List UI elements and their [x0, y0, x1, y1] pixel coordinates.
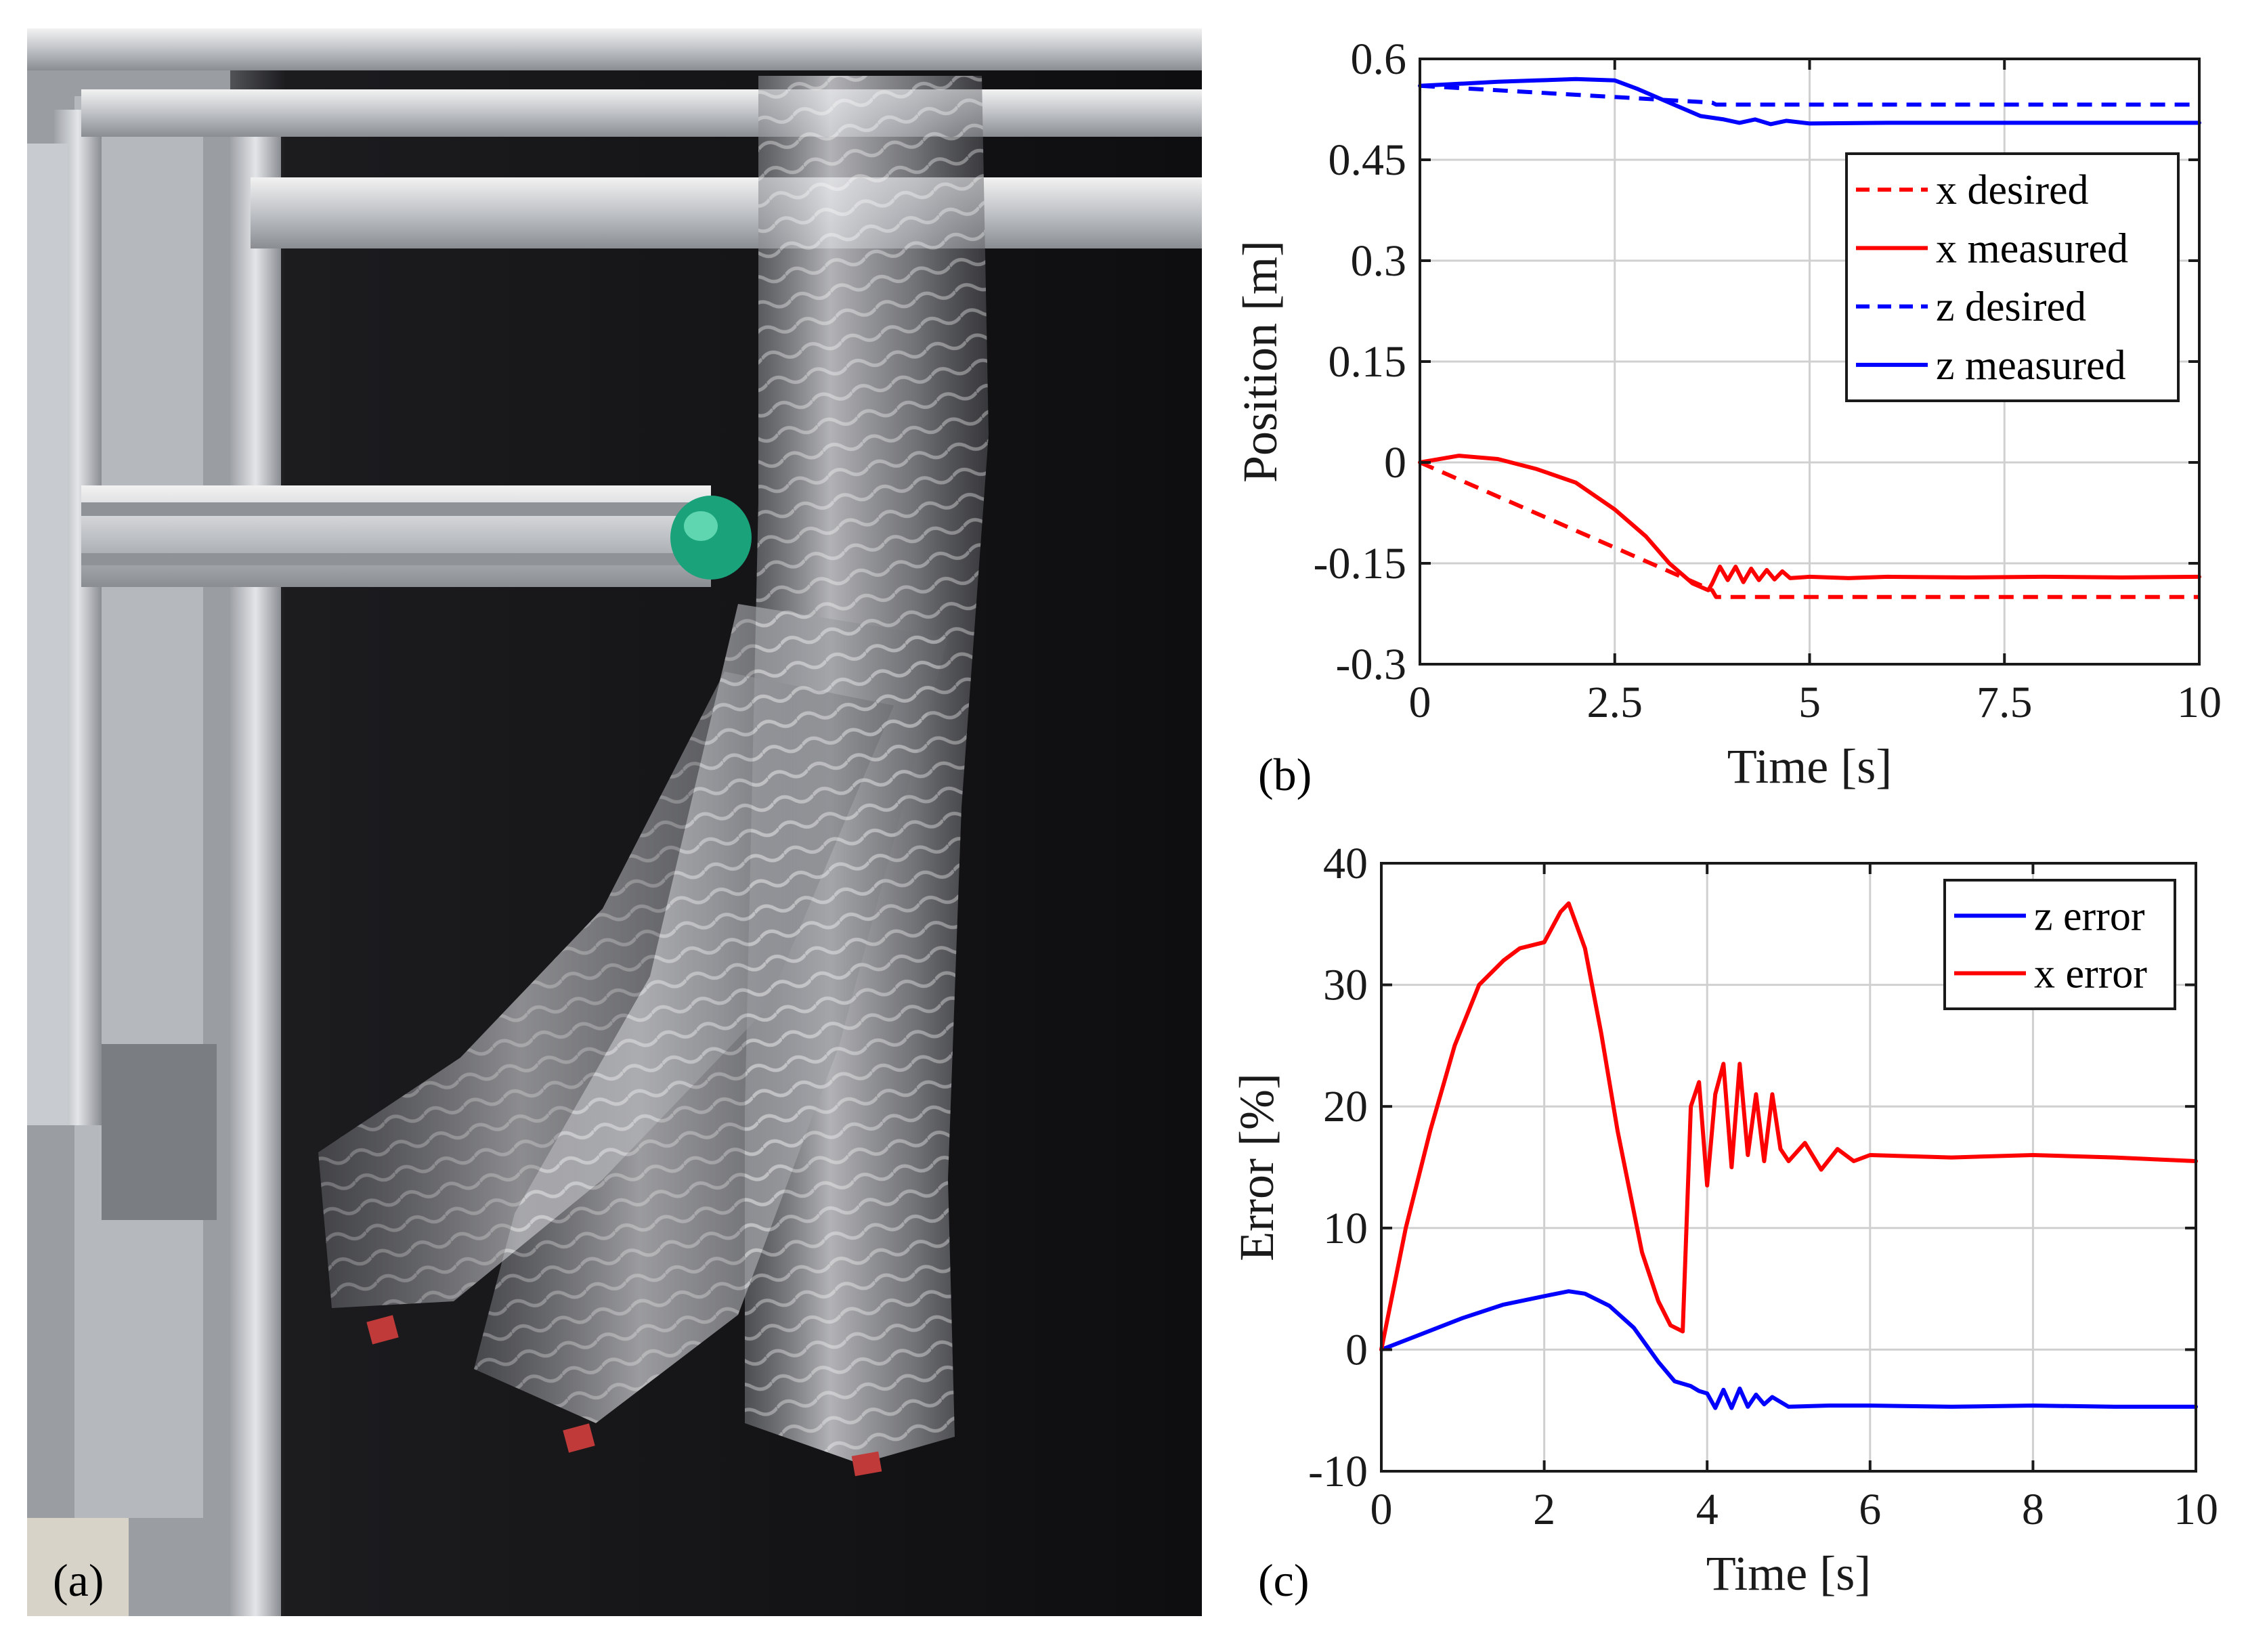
axes-box-c — [1380, 862, 2197, 1473]
y-tick-label: 0.3 — [1351, 236, 1407, 286]
panel-label-b: (b) — [1258, 749, 1312, 800]
x-tick-label: 10 — [2174, 1485, 2218, 1534]
panel-label-a: (a) — [53, 1555, 104, 1606]
legend-box — [1943, 879, 2176, 1010]
y-tick-label: 40 — [1323, 839, 1368, 888]
legend-label: z error — [2034, 894, 2145, 940]
photo-panel-soft-robot — [27, 28, 1202, 1616]
y-tick-label: 0.45 — [1329, 135, 1407, 185]
legend-c: z error x error — [1943, 879, 2176, 1010]
x-tick-label: 7.5 — [1977, 678, 2033, 727]
y-tick-label: 0.15 — [1329, 337, 1407, 387]
legend-label: z desired — [1936, 284, 2086, 330]
y-tick-label: 0.6 — [1351, 35, 1407, 84]
x-tick-label: 8 — [2022, 1485, 2044, 1534]
y-axis-title: Error [%] — [1230, 1073, 1284, 1261]
series-line-x-error — [1379, 901, 2198, 1352]
x-tick-label: 0 — [1370, 1485, 1393, 1534]
legend-label: x error — [2034, 951, 2147, 997]
y-tick-label: -0.15 — [1314, 539, 1406, 588]
x-tick-label: 10 — [2177, 678, 2222, 727]
legend-label: z measured — [1936, 343, 2126, 389]
series-line-z-desired — [1419, 83, 2199, 107]
x-tick-label: 2.5 — [1587, 678, 1643, 727]
legend-box — [1845, 152, 2180, 402]
x-tick-label: 5 — [1798, 678, 1821, 727]
y-tick-label: -10 — [1308, 1447, 1368, 1496]
y-tick-label: 0 — [1384, 438, 1406, 487]
soft-robot-arm-photo — [27, 28, 1202, 1616]
x-tick-label: 6 — [1859, 1485, 1881, 1534]
x-tick-label: 2 — [1533, 1485, 1555, 1534]
y-tick-label: 20 — [1323, 1082, 1368, 1131]
legend-label: x desired — [1936, 167, 2089, 213]
y-axis-title: Position [m] — [1233, 240, 1287, 483]
series-line-x-measured — [1418, 454, 2201, 592]
legend-label: x measured — [1936, 225, 2128, 271]
x-axis-title: Time [s] — [1706, 1546, 1871, 1601]
y-tick-label: -0.3 — [1336, 640, 1406, 689]
x-tick-label: 0 — [1409, 678, 1431, 727]
x-axis-title: Time [s] — [1727, 739, 1892, 794]
series-line-z-error — [1379, 1289, 2198, 1410]
y-tick-label: 30 — [1323, 961, 1368, 1010]
x-tick-label: 4 — [1696, 1485, 1719, 1534]
series-line-x-desired — [1419, 460, 2199, 599]
series-line-z-measured — [1418, 77, 2201, 127]
y-tick-label: 10 — [1323, 1204, 1368, 1253]
panel-label-c: (c) — [1258, 1555, 1310, 1606]
chart-b: 0 2.5 5 7.5 10 -0.3 -0.15 0 0.15 0.3 0.45 0.6 Time [… — [1233, 35, 2222, 794]
legend-b: x desired x measured z desired z measured — [1845, 152, 2180, 402]
y-tick-label: 0 — [1345, 1325, 1368, 1374]
